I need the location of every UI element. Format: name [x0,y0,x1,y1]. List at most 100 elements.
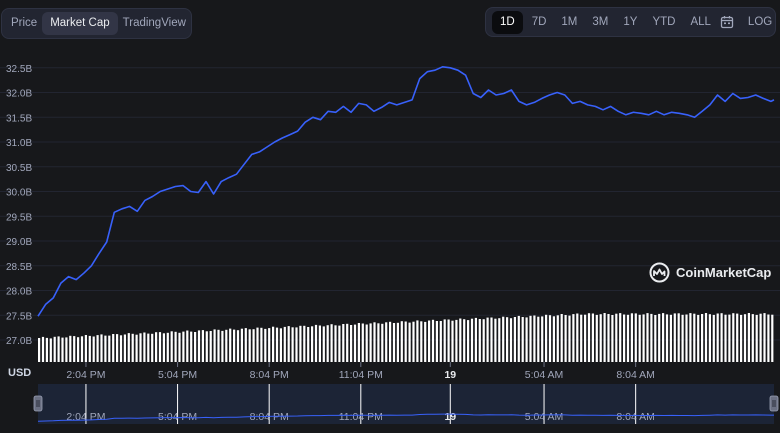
volume-bar [697,314,700,362]
range-all-button[interactable]: ALL [690,15,711,28]
volume-bar [463,319,466,362]
volume-bar [428,320,431,362]
volume-bar [416,320,419,362]
volume-bar [658,313,661,362]
volume-bar [650,313,653,362]
volume-bar [662,313,665,362]
volume-bar [244,328,247,362]
volume-bar [80,336,84,362]
volume-bar [599,314,602,362]
range-1m-button[interactable]: 1M [561,15,578,28]
volume-bar [221,330,224,362]
volume-bar [455,319,458,362]
volume-bar [716,313,719,362]
y-tick-label: 31.5B [6,113,32,124]
tab-tradingview[interactable]: TradingView [122,17,186,29]
volume-bar [69,335,72,362]
range-7d-button[interactable]: 7D [531,15,547,28]
volume-bar [638,314,641,362]
x-tick-label: 2:04 PM [66,369,105,381]
volume-bar [669,314,672,362]
volume-bar [478,319,481,362]
volume-bar [470,318,474,362]
volume-bar [194,332,197,362]
navigator-line [37,413,774,422]
tab-market-cap[interactable]: Market Cap [42,12,118,35]
volume-bar [389,321,392,362]
log-scale-button[interactable]: LOG [747,15,773,28]
volume-bar [127,333,130,362]
volume-bar [689,313,692,362]
volume-bar [119,335,123,362]
x-tick-label: 11:04 PM [339,369,383,381]
navigator-right-handle[interactable] [769,395,779,412]
navigator-tick-label: 19 [444,411,456,423]
volume-bar [665,314,669,362]
volume-bar [377,323,380,362]
volume-bar [580,314,583,362]
volume-bar [53,336,56,362]
coinmarketcap-icon [649,262,670,283]
volume-bar [217,329,220,362]
chart-type-tabs: Price Market Cap TradingView [1,8,192,39]
volume-bar [369,323,372,362]
volume-bar [197,330,201,362]
navigator-tick-label: 11:04 PM [339,411,383,423]
volume-bar [385,322,388,362]
calendar-icon[interactable] [720,11,734,34]
volume-bar [311,326,314,362]
volume-bar [279,328,282,362]
volume-bar [537,316,540,362]
volume-bar [486,317,489,362]
y-tick-label: 30.5B [6,163,32,174]
volume-bar [260,327,263,362]
navigator-tick-label: 5:04 PM [158,411,197,423]
range-1d-button[interactable]: 1D [492,10,523,34]
volume-bar [96,335,99,362]
volume-bar [116,334,119,362]
volume-bar [155,332,158,362]
volume-bar [736,313,739,362]
volume-bar [338,325,341,362]
volume-bar [272,326,275,362]
range-1y-button[interactable]: 1Y [623,15,638,28]
volume-bar [498,318,501,362]
volume-bar [186,330,189,362]
volume-bar [357,323,360,362]
volume-bar [342,324,345,362]
volume-bar [299,325,302,362]
volume-bar [732,313,735,362]
volume-bar [123,334,126,362]
range-3m-button[interactable]: 3M [592,15,609,28]
volume-bar [307,327,310,362]
volume-bar [595,314,598,362]
volume-bar [264,328,267,362]
volume-bar [509,318,513,362]
volume-bar [135,334,138,362]
volume-bar [513,317,516,362]
y-tick-label: 27.5B [6,311,32,322]
volume-bar [767,314,770,362]
volume-bar [642,314,645,362]
volume-bar [431,319,435,362]
volume-bar [408,322,411,362]
volume-bar [517,315,520,362]
volume-bar [353,324,357,362]
volume-bar [615,313,618,362]
range-ytd-button[interactable]: YTD [652,15,676,28]
volume-bar [326,325,329,362]
volume-bar [673,313,676,362]
volume-bar [451,320,454,362]
tab-price[interactable]: Price [11,17,38,29]
volume-bar [548,315,552,362]
volume-bar [139,333,142,362]
y-tick-label: 31.0B [6,138,32,149]
volume-bar [420,321,423,362]
x-tick-label: 8:04 PM [250,369,289,381]
navigator-left-handle[interactable] [33,395,43,412]
range-navigator[interactable]: 2:04 PM 5:04 PM 8:04 PM 11:04 PM 19 5:04 AM 8:… [33,384,779,424]
volume-bar [607,314,610,362]
volume-bar [572,314,575,362]
volume-bar [131,333,134,362]
